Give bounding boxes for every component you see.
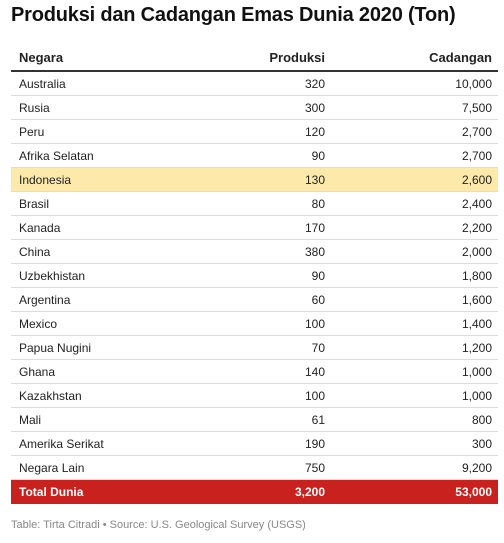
produksi-cell: 100	[206, 311, 331, 336]
cadangan-cell: 1,600	[331, 287, 498, 312]
column-header: Negara	[11, 44, 206, 72]
produksi-cell: 120	[206, 119, 331, 144]
produksi-cell: 300	[206, 95, 331, 120]
country-cell: Ghana	[11, 359, 206, 384]
country-cell: Indonesia	[11, 167, 206, 192]
cadangan-cell: 1,000	[331, 383, 498, 408]
country-cell: China	[11, 239, 206, 264]
produksi-cell: 170	[206, 215, 331, 240]
country-cell: Papua Nugini	[11, 335, 206, 360]
table-row: Ghana 140 1,000	[11, 359, 498, 384]
table-row: Papua Nugini 70 1,200	[11, 335, 498, 360]
table-row: Kazakhstan 100 1,000	[11, 383, 498, 408]
country-cell: Argentina	[11, 287, 206, 312]
table-row: Negara Lain 750 9,200	[11, 455, 498, 480]
country-cell: Negara Lain	[11, 455, 206, 480]
cadangan-cell: 1,000	[331, 359, 498, 384]
column-header: Cadangan	[331, 44, 498, 72]
country-cell: Amerika Serikat	[11, 431, 206, 456]
cadangan-cell: 10,000	[331, 71, 498, 96]
table-row: Argentina 60 1,600	[11, 287, 498, 312]
country-cell: Brasil	[11, 191, 206, 216]
country-cell: Mali	[11, 407, 206, 432]
table-row: Indonesia 130 2,600	[11, 167, 498, 192]
produksi-cell: 190	[206, 431, 331, 456]
cadangan-cell: 2,000	[331, 239, 498, 264]
column-header: Produksi	[206, 44, 331, 72]
country-cell: Afrika Selatan	[11, 143, 206, 168]
cadangan-cell: 1,400	[331, 311, 498, 336]
table-row: Amerika Serikat 190 300	[11, 431, 498, 456]
produksi-cell: 70	[206, 335, 331, 360]
table-row: China 380 2,000	[11, 239, 498, 264]
table-row: Mali 61 800	[11, 407, 498, 432]
cadangan-cell: 2,600	[331, 167, 498, 192]
cadangan-cell: 2,200	[331, 215, 498, 240]
total-label: Total Dunia	[11, 479, 206, 504]
gold-table: Negara Produksi Cadangan Australia 320 10,…	[11, 44, 498, 504]
table-row: Kanada 170 2,200	[11, 215, 498, 240]
country-cell: Rusia	[11, 95, 206, 120]
cadangan-cell: 300	[331, 431, 498, 456]
produksi-cell: 100	[206, 383, 331, 408]
cadangan-cell: 2,700	[331, 143, 498, 168]
total-cadangan: 53,000	[331, 479, 498, 504]
table-row: Peru 120 2,700	[11, 119, 498, 144]
cadangan-cell: 2,400	[331, 191, 498, 216]
cadangan-cell: 1,200	[331, 335, 498, 360]
cadangan-cell: 1,800	[331, 263, 498, 288]
country-cell: Mexico	[11, 311, 206, 336]
produksi-cell: 90	[206, 263, 331, 288]
table-body: Australia 320 10,000 Rusia 300 7,500 Peru 120 2,…	[11, 71, 498, 504]
table-row: Brasil 80 2,400	[11, 191, 498, 216]
country-cell: Kanada	[11, 215, 206, 240]
table-row: Uzbekhistan 90 1,800	[11, 263, 498, 288]
country-cell: Kazakhstan	[11, 383, 206, 408]
table-row: Rusia 300 7,500	[11, 95, 498, 120]
produksi-cell: 750	[206, 455, 331, 480]
source-note: Table: Tirta Citradi • Source: U.S. Geol…	[11, 519, 306, 531]
cadangan-cell: 2,700	[331, 119, 498, 144]
produksi-cell: 61	[206, 407, 331, 432]
total-produksi: 3,200	[206, 479, 331, 504]
produksi-cell: 140	[206, 359, 331, 384]
table-row: Mexico 100 1,400	[11, 311, 498, 336]
produksi-cell: 130	[206, 167, 331, 192]
cadangan-cell: 9,200	[331, 455, 498, 480]
header-row: Negara Produksi Cadangan	[11, 44, 498, 72]
produksi-cell: 90	[206, 143, 331, 168]
chart-title: Produksi dan Cadangan Emas Dunia 2020 (T…	[11, 4, 456, 26]
produksi-cell: 80	[206, 191, 331, 216]
table-row: Afrika Selatan 90 2,700	[11, 143, 498, 168]
total-row: Total Dunia 3,200 53,000	[11, 479, 498, 504]
cadangan-cell: 7,500	[331, 95, 498, 120]
country-cell: Peru	[11, 119, 206, 144]
produksi-cell: 320	[206, 71, 331, 96]
produksi-cell: 60	[206, 287, 331, 312]
table-row: Australia 320 10,000	[11, 71, 498, 96]
country-cell: Australia	[11, 71, 206, 96]
produksi-cell: 380	[206, 239, 331, 264]
cadangan-cell: 800	[331, 407, 498, 432]
country-cell: Uzbekhistan	[11, 263, 206, 288]
